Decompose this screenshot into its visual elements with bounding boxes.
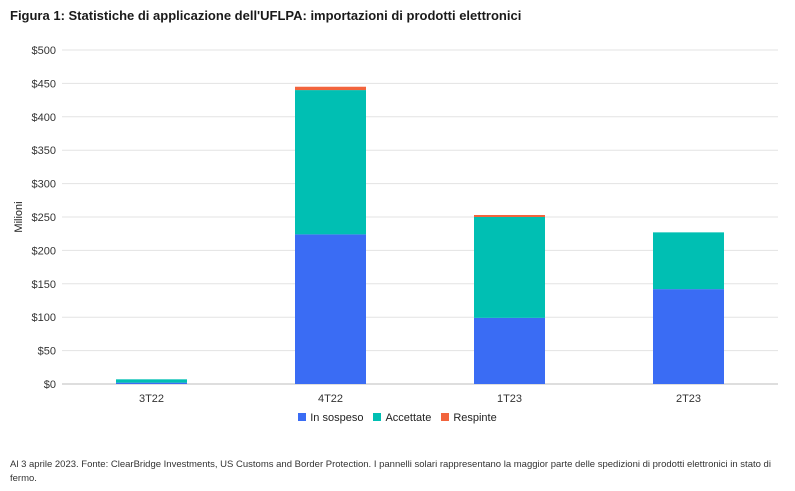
stacked-bar-chart: $0 $50 $100 $150 $200 $250 $300 $350 $400 $450 $50…: [13, 45, 778, 405]
legend-label: In sospeso: [310, 412, 364, 424]
y-tick-label: $300: [32, 179, 56, 191]
bar-accettate-4t22: [295, 90, 366, 235]
legend-item: Respinte: [441, 412, 497, 424]
gridlines: [62, 49, 778, 385]
legend-item: Accettate: [373, 412, 431, 424]
bar-accettate-1t23: [474, 217, 545, 318]
bar-respinte-1t23: [474, 214, 545, 217]
source-note: Al 3 aprile 2023. Fonte: ClearBridge Inv…: [10, 459, 771, 484]
y-tick-label: $350: [32, 145, 56, 157]
bar-in-sospeso-3t22: [116, 382, 187, 384]
legend: In sospeso Accettate Respinte: [0, 412, 795, 424]
x-tick-label: 3T22: [139, 393, 164, 405]
y-tick-label: $200: [32, 245, 56, 257]
y-tick-label: $150: [32, 279, 56, 291]
bar-accettate-2t23: [653, 232, 724, 290]
y-tick-label: $400: [32, 112, 56, 124]
bar-respinte-4t22: [295, 86, 366, 91]
legend-item: In sospeso: [298, 412, 363, 424]
y-tick-label: $500: [32, 45, 56, 57]
y-tick-label: $450: [32, 78, 56, 90]
bar-accettate-3t22: [116, 379, 187, 383]
y-tick-label: $100: [32, 312, 56, 324]
legend-swatch: [441, 413, 450, 421]
legend-swatch: [373, 413, 382, 421]
bar-in-sospeso-4t22: [295, 234, 366, 384]
legend-label: Respinte: [453, 412, 497, 424]
y-axis-label: Milioni: [13, 201, 25, 232]
chart-title: Figura 1: Statistiche di applicazione de…: [10, 8, 522, 23]
x-axis-ticks: 3T22 4T22 1T23 2T23: [139, 393, 701, 405]
bars: [116, 86, 724, 384]
x-tick-label: 1T23: [497, 393, 522, 405]
y-axis-ticks: $0 $50 $100 $150 $200 $250 $300 $350 $400 $450 $50…: [32, 45, 56, 391]
y-tick-label: $0: [44, 379, 56, 391]
y-tick-label: $250: [32, 212, 56, 224]
y-tick-label: $50: [38, 346, 56, 358]
legend-swatch: [298, 413, 307, 421]
x-tick-label: 4T22: [318, 393, 343, 405]
x-tick-label: 2T23: [676, 393, 701, 405]
bar-in-sospeso-2t23: [653, 289, 724, 384]
bar-in-sospeso-1t23: [474, 317, 545, 384]
legend-label: Accettate: [385, 412, 432, 424]
